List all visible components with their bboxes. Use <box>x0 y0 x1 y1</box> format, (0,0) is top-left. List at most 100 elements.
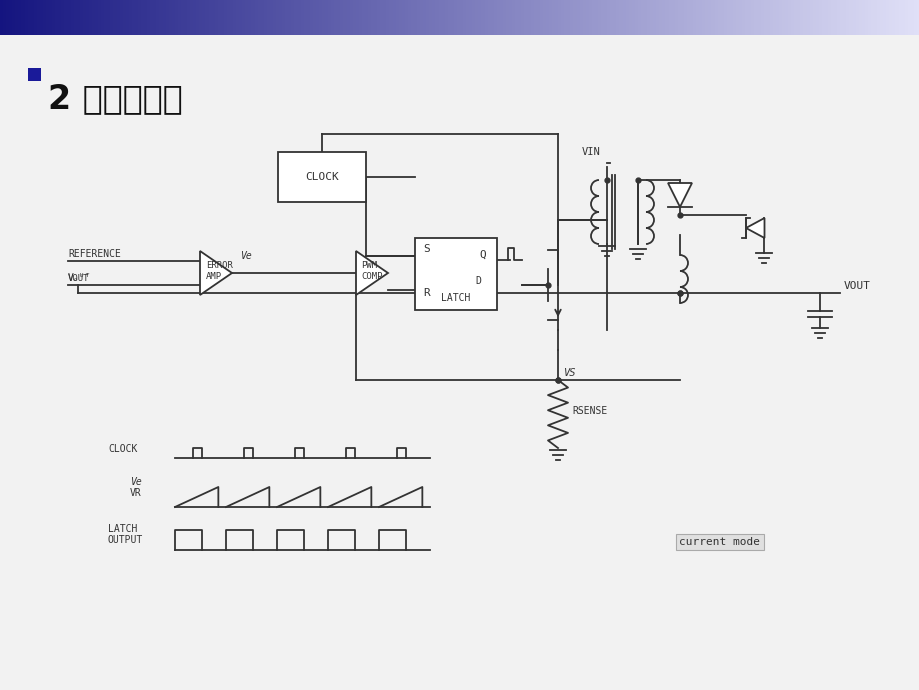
Bar <box>843 0 846 35</box>
Bar <box>876 0 880 35</box>
Bar <box>242 0 246 35</box>
Text: current mode: current mode <box>679 537 760 547</box>
Bar <box>732 0 736 35</box>
Bar <box>662 0 665 35</box>
Bar <box>499 0 504 35</box>
Bar <box>824 0 828 35</box>
Bar <box>312 0 316 35</box>
Bar <box>370 0 375 35</box>
Bar <box>781 0 785 35</box>
Bar <box>46 0 50 35</box>
Bar <box>705 0 709 35</box>
Bar <box>582 0 586 35</box>
Bar <box>668 0 672 35</box>
Bar <box>815 0 819 35</box>
Bar <box>62 0 65 35</box>
Bar <box>389 0 393 35</box>
Bar <box>637 0 641 35</box>
Bar <box>147 0 151 35</box>
Bar <box>444 0 448 35</box>
Bar <box>214 0 219 35</box>
Bar <box>184 0 187 35</box>
Bar <box>481 0 485 35</box>
Bar <box>515 0 518 35</box>
Bar <box>150 0 154 35</box>
Bar <box>631 0 635 35</box>
Bar <box>278 0 283 35</box>
Bar <box>43 0 47 35</box>
Bar <box>255 0 258 35</box>
Bar <box>864 0 868 35</box>
Bar <box>239 0 243 35</box>
Bar <box>788 0 791 35</box>
Text: OUTPUT: OUTPUT <box>108 535 143 545</box>
Bar <box>315 0 320 35</box>
Bar <box>441 0 445 35</box>
Bar <box>579 0 583 35</box>
Bar <box>913 0 917 35</box>
Bar <box>135 0 139 35</box>
Bar <box>233 0 237 35</box>
Bar <box>126 0 130 35</box>
Bar <box>793 0 798 35</box>
Bar <box>365 0 369 35</box>
Bar <box>471 0 476 35</box>
Bar <box>680 0 684 35</box>
Text: Vₒᵁᵀ: Vₒᵁᵀ <box>68 273 91 283</box>
Polygon shape <box>199 251 232 295</box>
Bar <box>113 0 118 35</box>
Bar <box>423 0 426 35</box>
Bar <box>168 0 173 35</box>
Bar <box>163 0 166 35</box>
Bar <box>223 0 228 35</box>
Bar <box>227 0 231 35</box>
Bar <box>0 0 4 35</box>
Bar <box>726 0 730 35</box>
Bar <box>301 0 304 35</box>
Bar <box>337 0 341 35</box>
Bar <box>92 0 96 35</box>
Bar <box>641 0 644 35</box>
Bar <box>738 0 743 35</box>
Bar <box>766 0 770 35</box>
Bar <box>218 0 221 35</box>
Bar <box>756 0 761 35</box>
Bar <box>512 0 516 35</box>
Bar <box>622 0 626 35</box>
Bar <box>469 0 472 35</box>
Bar <box>616 0 619 35</box>
Bar <box>407 0 412 35</box>
Bar <box>3 0 7 35</box>
Bar <box>903 0 908 35</box>
Bar <box>852 0 856 35</box>
Bar <box>282 0 286 35</box>
Bar <box>800 0 803 35</box>
Bar <box>692 0 697 35</box>
Bar <box>187 0 191 35</box>
Bar <box>496 0 500 35</box>
Bar <box>122 0 127 35</box>
Text: LATCH: LATCH <box>441 293 471 303</box>
Text: REFERENCE: REFERENCE <box>68 249 120 259</box>
Bar <box>129 0 132 35</box>
Bar <box>319 0 323 35</box>
Bar <box>324 0 329 35</box>
Bar <box>484 0 488 35</box>
Bar <box>420 0 424 35</box>
Bar <box>416 0 421 35</box>
Bar <box>549 0 552 35</box>
Bar <box>58 0 62 35</box>
Bar <box>30 0 35 35</box>
Bar <box>573 0 577 35</box>
Bar <box>677 0 681 35</box>
Bar <box>181 0 185 35</box>
Bar <box>89 0 93 35</box>
Bar <box>857 0 862 35</box>
Bar <box>377 0 380 35</box>
Bar <box>74 0 77 35</box>
Bar <box>153 0 157 35</box>
Bar <box>71 0 74 35</box>
Text: 2 电流型控制: 2 电流型控制 <box>48 82 183 115</box>
Bar <box>563 0 568 35</box>
Bar <box>760 0 764 35</box>
